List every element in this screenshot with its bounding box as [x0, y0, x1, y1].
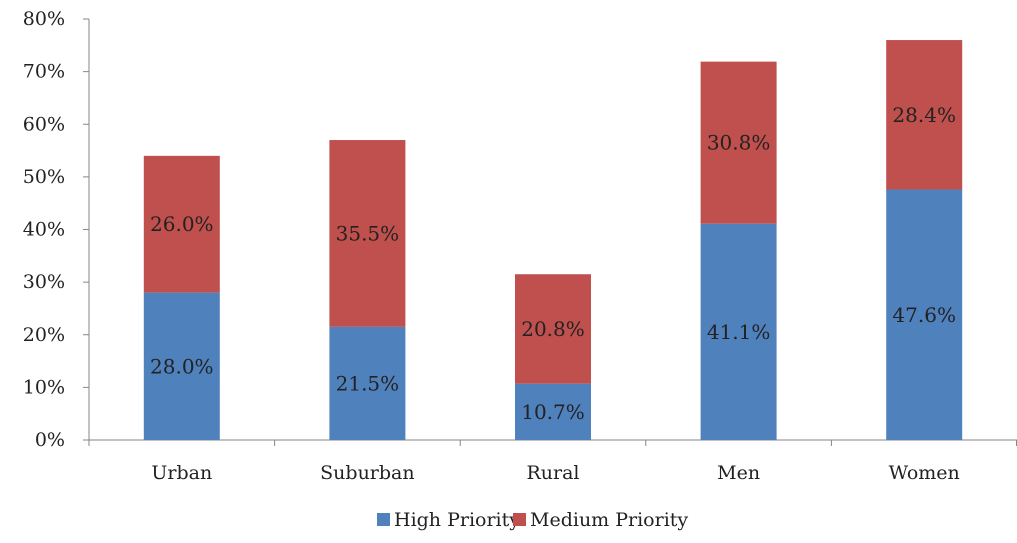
data-label: 20.8% — [521, 317, 585, 341]
x-axis: Urban Suburban Rural Men Women — [88, 439, 1017, 484]
data-label: 35.5% — [336, 221, 400, 245]
bar-medium-priority — [515, 274, 591, 384]
data-label: 21.5% — [336, 371, 400, 395]
x-category-label: Urban — [151, 462, 212, 484]
y-tick-label: 70% — [23, 61, 65, 83]
x-category-label: Men — [717, 462, 760, 484]
data-label: 30.8% — [707, 131, 771, 155]
bar-medium-priority — [329, 140, 406, 327]
legend-swatch — [513, 513, 526, 526]
data-label: 28.4% — [892, 103, 956, 127]
y-tick-label: 30% — [23, 271, 65, 293]
legend: High Priority Medium Priority — [377, 509, 688, 531]
y-tick-label: 60% — [23, 113, 65, 135]
y-tick-label: 20% — [23, 324, 65, 346]
x-category-label: Rural — [526, 462, 579, 484]
data-label: 28.0% — [150, 354, 214, 378]
legend-label: High Priority — [394, 509, 520, 531]
legend-label: Medium Priority — [530, 509, 688, 531]
y-tick-label: 10% — [23, 376, 65, 398]
y-tick-label: 80% — [23, 8, 65, 30]
bar-high-priority — [143, 292, 220, 440]
y-tick-label: 0% — [35, 429, 65, 451]
y-tick-label: 40% — [23, 219, 65, 241]
data-label: 47.6% — [892, 303, 956, 327]
bar-medium-priority — [886, 40, 963, 190]
y-tick-label: 50% — [23, 166, 65, 188]
data-label: 26.0% — [150, 212, 214, 236]
bar-high-priority — [515, 383, 591, 440]
data-label: 10.7% — [521, 400, 585, 424]
bar-medium-priority — [143, 155, 220, 293]
bars — [143, 40, 963, 440]
bar-high-priority — [329, 326, 406, 440]
bar-high-priority — [886, 189, 963, 440]
x-category-label: Suburban — [320, 462, 414, 484]
y-axis: 0% 10% 20% 30% 40% 50% 60% 70% 80% — [23, 8, 90, 451]
legend-swatch — [377, 513, 390, 526]
x-category-label: Women — [889, 462, 960, 484]
bar-high-priority — [700, 223, 777, 440]
data-label: 41.1% — [707, 320, 771, 344]
data-labels: 28.0% 26.0% 21.5% 35.5% 10.7% 20.8% 41.1% 30.8%… — [150, 103, 956, 424]
bar-medium-priority — [700, 61, 777, 224]
